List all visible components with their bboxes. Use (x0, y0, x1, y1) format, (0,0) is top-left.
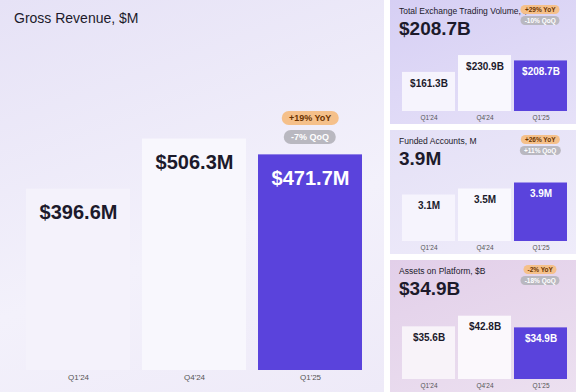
html-text:+29% YoY: +29% YoY (524, 6, 556, 13)
html-text:+26% YoY: +26% YoY (524, 136, 556, 143)
svg-text:Q4'24: Q4'24 (476, 382, 494, 390)
html-text:Funded Accounts, M: Funded Accounts, M (399, 136, 477, 146)
html-text:+19% YoY: +19% YoY (288, 113, 332, 124)
svg-text:$396.6M: $396.6M (40, 201, 118, 223)
svg-text:Q1'25: Q1'25 (532, 382, 550, 390)
svg-text:Q4'24: Q4'24 (476, 114, 494, 122)
svg-text:Q1'24: Q1'24 (420, 244, 438, 252)
svg-text:3.9M: 3.9M (530, 188, 552, 199)
html-text:+11% QoQ: +11% QoQ (524, 147, 557, 154)
html-text:Total Exchange Trading Volume,: Total Exchange Trading Volume, $B (399, 6, 534, 16)
html-text:$208.7B: $208.7B (399, 18, 471, 39)
svg-text:$506.3M: $506.3M (156, 151, 234, 173)
svg-text:$35.6B: $35.6B (413, 332, 445, 343)
svg-text:$161.3B: $161.3B (410, 78, 448, 89)
svg-text:$42.8B: $42.8B (469, 321, 501, 332)
svg-text:3.5M: 3.5M (474, 194, 496, 205)
html-text:Assets on Platform, $B: Assets on Platform, $B (399, 266, 486, 276)
html-text:Gross Revenue, $M: Gross Revenue, $M (14, 10, 139, 26)
svg-text:Q1'24: Q1'24 (420, 114, 438, 122)
svg-text:$230.9B: $230.9B (466, 61, 504, 72)
svg-text:Q4'24: Q4'24 (476, 244, 494, 252)
html-text:-2% YoY: -2% YoY (527, 266, 553, 273)
svg-text:$208.7B: $208.7B (522, 66, 560, 77)
html-text:$34.9B: $34.9B (399, 278, 461, 299)
svg-text:3.1M: 3.1M (418, 200, 440, 211)
svg-text:Q1'25: Q1'25 (300, 373, 322, 382)
html-text:-10% QoQ: -10% QoQ (524, 17, 556, 24)
html-text:3.9M: 3.9M (399, 148, 442, 169)
svg-text:Q1'25: Q1'25 (532, 114, 550, 122)
svg-text:Q1'24: Q1'24 (68, 373, 90, 382)
svg-text:Q1'24: Q1'24 (420, 382, 438, 390)
html-text:-18% QoQ: -18% QoQ (524, 277, 556, 284)
svg-text:Q4'24: Q4'24 (184, 373, 206, 382)
svg-text:$34.9B: $34.9B (525, 333, 557, 344)
svg-text:Q1'25: Q1'25 (532, 244, 550, 252)
html-text:-7% QoQ: -7% QoQ (291, 132, 330, 143)
svg-text:$471.7M: $471.7M (272, 167, 350, 189)
